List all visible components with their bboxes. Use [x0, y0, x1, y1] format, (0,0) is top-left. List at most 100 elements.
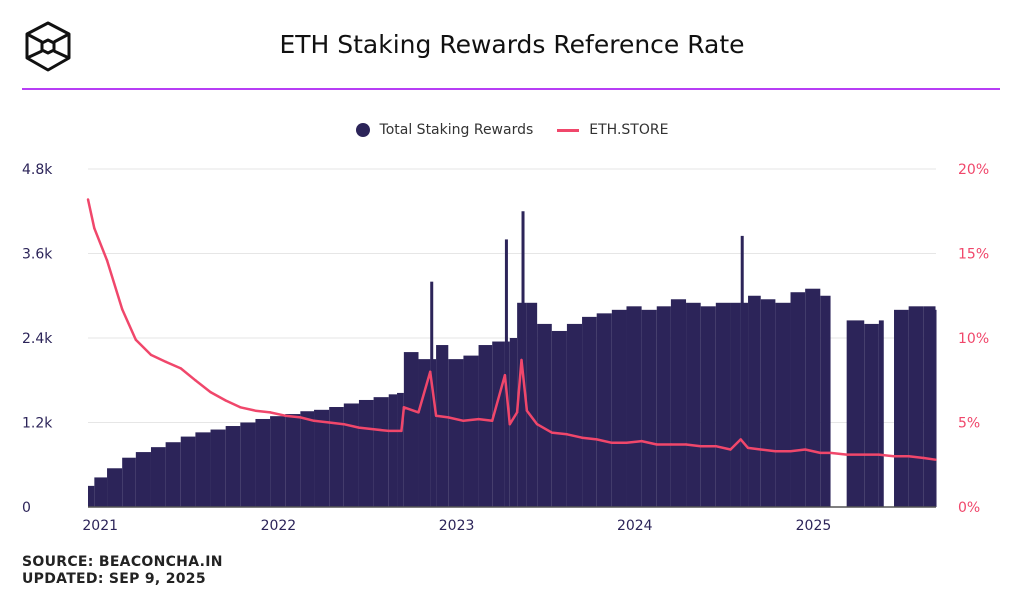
ethstore-point	[774, 450, 777, 453]
ethstore-point	[759, 448, 762, 451]
rewards-bar	[611, 309, 627, 507]
ethstore-point	[565, 433, 569, 436]
rewards-bar	[165, 442, 181, 507]
rewards-bar	[596, 313, 612, 507]
cube-logo-icon	[25, 21, 71, 72]
ethstore-point	[525, 409, 529, 412]
rewards-bar	[517, 302, 522, 507]
ethstore-point	[312, 419, 316, 423]
ethstore-point	[669, 443, 673, 446]
y-right-tick-label: 15%	[958, 247, 989, 263]
ethstore-point	[803, 448, 807, 451]
x-tick-label: 2021	[82, 518, 118, 534]
rewards-bar	[537, 323, 552, 507]
title-divider	[22, 88, 1000, 90]
ethstore-point	[254, 409, 257, 412]
ethstore-point	[640, 439, 643, 443]
ethstore-point	[595, 438, 598, 441]
rewards-bar	[343, 403, 359, 507]
legend-label-ethstore: ETH.STORE	[589, 122, 669, 138]
rewards-bar	[478, 345, 493, 507]
ethstore-point	[327, 421, 331, 424]
ethstore-point	[535, 422, 539, 426]
rewards-bar	[314, 409, 330, 507]
y-right-tick-label: 5%	[958, 416, 980, 432]
rewards-bar	[820, 295, 831, 507]
y-right-tick-label: 10%	[958, 331, 989, 347]
ethstore-point	[714, 444, 718, 448]
ethstore-point	[93, 226, 96, 230]
ethstore-point	[699, 444, 702, 448]
rewards-bar	[846, 320, 865, 507]
ethstore-point	[105, 259, 109, 262]
legend-item-rewards[interactable]: Total Staking Rewards	[355, 122, 534, 138]
rewards-bar	[373, 397, 389, 507]
rewards-bar	[760, 299, 776, 507]
y-left-tick-label: 3.6k	[22, 247, 53, 263]
rewards-bar	[526, 302, 538, 507]
legend-swatch-rewards	[355, 123, 370, 137]
rewards-bar	[397, 392, 404, 507]
ethstore-point	[447, 416, 450, 419]
ethstore-point	[491, 419, 494, 423]
rewards-bar	[240, 422, 256, 507]
ethstore-point	[402, 406, 406, 409]
rewards-bar	[195, 432, 211, 507]
ethstore-point	[877, 453, 881, 456]
rewards-bar	[715, 302, 731, 507]
rewards-bar	[285, 414, 301, 507]
rewards-bar	[255, 418, 271, 507]
ethstore-point	[829, 451, 832, 455]
ethstore-point	[387, 429, 390, 433]
rewards-bar	[686, 302, 701, 507]
rewards-bar	[626, 306, 642, 507]
legend-label-rewards: Total Staking Rewards	[379, 122, 534, 138]
rewards-bar	[150, 447, 166, 507]
y-right-tick-label: 20%	[958, 162, 989, 178]
x-tick-label: 2024	[617, 518, 653, 534]
rewards-bar	[329, 407, 344, 507]
legend-item-ethstore[interactable]: ETH.STORE	[557, 122, 668, 138]
rewards-bar	[94, 477, 108, 507]
ethstore-point	[863, 453, 866, 456]
ethstore-point	[209, 390, 212, 394]
ethstore-point	[739, 438, 742, 441]
ethstore-point	[819, 451, 822, 455]
ethstore-point	[429, 370, 432, 373]
ethstore-point	[372, 428, 375, 431]
ethstore-point	[268, 411, 272, 414]
rewards-bar	[551, 330, 567, 507]
rewards-bar	[748, 295, 761, 507]
rewards-bar-base	[504, 341, 510, 507]
y-left-tick-label: 4.8k	[22, 162, 53, 178]
ethstore-point	[149, 353, 153, 357]
rewards-bar-base	[430, 359, 437, 507]
ethstore-point	[729, 448, 732, 451]
ethstore-point	[746, 446, 750, 450]
footer: SOURCE: BEACONCHA.IN UPDATED: SEP 9, 202…	[22, 554, 223, 588]
rewards-bar	[492, 341, 505, 507]
x-tick-label: 2023	[439, 518, 475, 534]
ethstore-point	[357, 426, 361, 429]
ethstore-point	[342, 422, 346, 426]
rewards-bar	[670, 299, 687, 507]
ethstore-point	[625, 441, 628, 444]
rewards-bar	[700, 306, 716, 507]
ethstore-point	[845, 453, 848, 456]
rewards-bar	[358, 399, 374, 507]
legend-swatch-ethstore	[557, 128, 580, 132]
rewards-bar	[775, 302, 791, 507]
ethstore-point	[610, 441, 614, 444]
rewards-bar	[509, 338, 518, 507]
rewards-bar	[923, 306, 936, 507]
ethstore-point	[120, 308, 124, 311]
y-right-tick-label: 0%	[958, 500, 980, 516]
ethstore-point	[515, 411, 519, 414]
ethstore-point	[224, 399, 227, 402]
ethstore-point	[789, 450, 792, 453]
rewards-bar	[403, 352, 419, 507]
rewards-bar	[180, 436, 196, 507]
ethstore-point	[400, 429, 403, 433]
y-left-tick-label: 2.4k	[22, 331, 53, 347]
